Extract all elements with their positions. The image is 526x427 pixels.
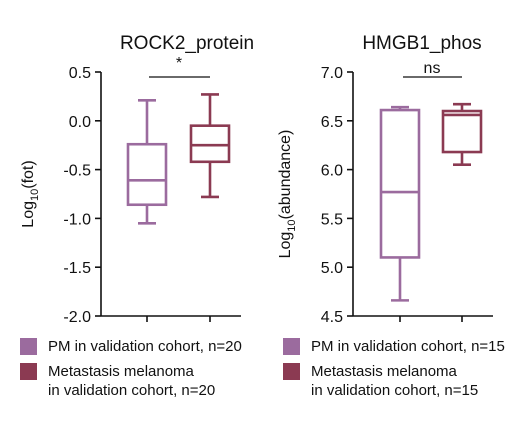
legend-item: Metastasis melanoma in validation cohort… [283, 362, 505, 400]
y-tick-label: -2.0 [63, 309, 91, 326]
legend-item: Metastasis melanoma in validation cohort… [20, 362, 242, 400]
y-tick-label: 5.5 [321, 211, 343, 228]
y-tick-label: 0.0 [69, 114, 91, 131]
box-0 [126, 99, 168, 225]
legend-label: PM in validation cohort, n=20 [48, 338, 242, 355]
y-tick-label: 0.5 [69, 65, 91, 82]
legend-label: Metastasis melanoma in validation cohort… [311, 363, 479, 399]
box-iqr [379, 108, 421, 259]
y-tick-label: 4.5 [321, 309, 343, 326]
legend-left: PM in validation cohort, n=20 Metastasis … [20, 337, 242, 406]
y-tick-label: 6.5 [321, 114, 343, 131]
box-iqr [189, 124, 231, 164]
box-0 [379, 105, 421, 302]
chart-title: ROCK2_protein [120, 33, 254, 54]
panel-0: ROCK2_protein 0.5 0.0 -0.5 -1.0 -1.5 -2.0 Log10… [20, 33, 254, 326]
legend-swatch [20, 363, 37, 380]
y-tick-label: 5.0 [321, 260, 343, 277]
y-tick-label: -1.0 [63, 211, 91, 228]
legend-swatch [283, 338, 300, 355]
box-1 [189, 93, 231, 199]
y-tick-label: 6.0 [321, 163, 343, 180]
box-iqr [126, 142, 168, 207]
legend-label: Metastasis melanoma in validation cohort… [48, 363, 216, 399]
significance-label: ns [424, 60, 441, 77]
chart-title: HMGB1_phos [362, 33, 481, 54]
legend-item: PM in validation cohort, n=20 [20, 337, 242, 356]
y-tick-label: -1.5 [63, 260, 91, 277]
legend-swatch [283, 363, 300, 380]
legend-item: PM in validation cohort, n=15 [283, 337, 505, 356]
panel-1: HMGB1_phos 7.0 6.5 6.0 5.5 5.0 4.5 Log10(abunda… [277, 33, 493, 326]
box-iqr [441, 109, 483, 154]
box-1 [441, 102, 483, 167]
y-axis-label: Log10(abundance) [277, 130, 298, 259]
legend-label: PM in validation cohort, n=15 [311, 338, 505, 355]
y-axis-label: Log10(fot) [20, 160, 41, 227]
legend-right: PM in validation cohort, n=15 Metastasis … [283, 337, 505, 406]
y-tick-label: 7.0 [321, 65, 343, 82]
significance-label: * [176, 55, 182, 72]
y-tick-label: -0.5 [63, 163, 91, 180]
legend-swatch [20, 338, 37, 355]
